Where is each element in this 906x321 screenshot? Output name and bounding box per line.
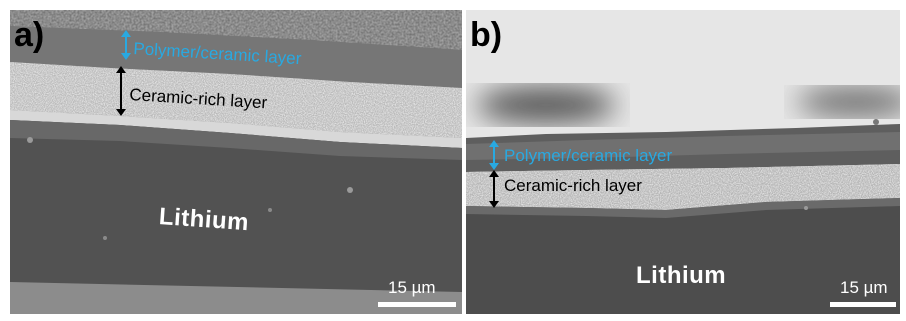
ceramic-layer-arrow-icon	[489, 170, 499, 208]
sem-panel-a: a) Polymer/ceramic layer Ceramic-rich la…	[10, 10, 462, 314]
polymer-layer-label-b: Polymer/ceramic layer	[504, 146, 673, 165]
scale-bar-label-a: 15 µm	[388, 278, 436, 297]
lithium-label-b: Lithium	[636, 262, 727, 289]
sem-image-a	[10, 10, 462, 314]
polymer-layer-arrow-icon	[121, 30, 131, 60]
scale-bar-b	[830, 302, 896, 307]
panel-label-a: a)	[14, 16, 45, 54]
ceramic-layer-arrow-icon	[116, 66, 126, 116]
polymer-layer-arrow-icon	[489, 140, 499, 170]
panel-label-b: b)	[470, 16, 503, 54]
scale-bar-label-b: 15 µm	[840, 278, 888, 297]
scale-bar-a	[378, 302, 456, 307]
ceramic-layer-label-b: Ceramic-rich layer	[504, 176, 642, 195]
sem-image-b	[466, 10, 900, 314]
sem-panel-b: b) Polymer/ceramic layer Ceramic-rich la…	[466, 10, 900, 314]
